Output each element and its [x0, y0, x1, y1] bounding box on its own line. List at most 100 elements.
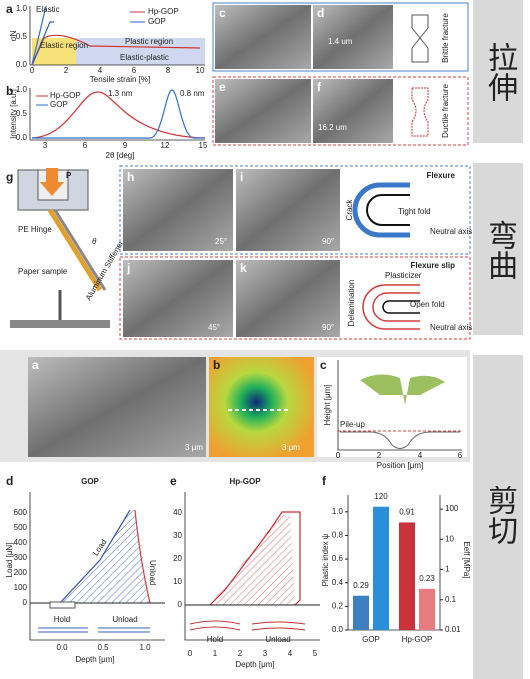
angle-label: 90°: [322, 237, 334, 246]
y-tick-label: 0.0: [332, 625, 344, 634]
annotation: Unload: [265, 635, 290, 644]
panel-label: b: [213, 358, 220, 372]
data-label: 0.91: [399, 508, 415, 517]
x-tick-label: Hp-GOP: [402, 635, 433, 644]
panel-b-xrd: b Hp-GOP GOP 1.3 nm 0.8 nm Intensity [a.…: [6, 84, 208, 160]
x-tick-label: GOP: [362, 635, 380, 644]
y-tick-label: 30: [173, 531, 182, 540]
y-tick-label: 0.5: [16, 32, 28, 41]
y-axis-label: σN: [9, 30, 18, 41]
x-axis-label: 2θ [deg]: [106, 151, 135, 160]
panel-a-tensile: a Elastic Hp-GOP GOP Elastic region Plas…: [6, 2, 205, 84]
y2-tick-label: 1: [445, 565, 450, 574]
y-tick-label: 600: [14, 508, 28, 517]
data-label: 120: [374, 492, 388, 501]
peak-label: 1.3 nm: [108, 89, 133, 98]
panel-label: d: [317, 6, 324, 20]
x-tick-label: 10: [196, 66, 205, 75]
y-tick-label: 0.5: [16, 109, 28, 118]
diagram-label: Tight fold: [398, 207, 431, 216]
diagram-title: Flexure slip: [411, 261, 456, 270]
x-tick-label: 3: [43, 141, 48, 150]
x-tick-label: 4: [98, 66, 103, 75]
y2-axis-label: Eeff [MPa]: [462, 541, 471, 578]
panel-label: k: [240, 261, 247, 275]
y-tick-label: 0.0: [16, 60, 28, 69]
panel-label: c: [320, 358, 327, 372]
panel-f-plastic-index: f Plastic index ψ Eeff [MPa] 0.0 0.2 0.4 0.…: [321, 474, 471, 644]
load-label: P: [66, 171, 72, 180]
diagram-title: Flexure: [427, 171, 456, 180]
panel-label: b: [6, 84, 13, 98]
y-axis-label: Plastic index ψ: [321, 533, 330, 586]
tensile-images: c d 1.4 um Brittle fracture e f 16.2 um …: [212, 2, 469, 146]
x-tick-label: 0.0: [56, 643, 68, 652]
scale-label: 3 μm: [282, 443, 300, 452]
y-tick-label: 1.0: [16, 85, 28, 94]
panel-label: a: [32, 358, 39, 372]
x-tick-label: 6: [132, 66, 137, 75]
scale-label: 1.4 um: [328, 37, 353, 46]
annotation: Hold: [207, 635, 223, 644]
setup-label: θ: [92, 237, 97, 246]
legend-entry: Hp-GOP: [50, 91, 81, 100]
scale-label: 3 μm: [185, 443, 203, 452]
x-tick-label: 4: [288, 649, 293, 658]
panel-label: e: [219, 80, 226, 94]
annotation: Hold: [54, 615, 70, 624]
y-tick-label: 200: [14, 568, 28, 577]
y-axis-label: Height [μm]: [323, 384, 332, 425]
y-tick-label: 40: [173, 508, 182, 517]
legend-entry: GOP: [148, 17, 166, 26]
x-tick-label: 12: [161, 141, 170, 150]
y-tick-label: 0.4: [332, 578, 344, 587]
panel-label: a: [6, 2, 13, 16]
panel-label: f: [322, 474, 327, 488]
y-tick-label: 100: [14, 583, 28, 592]
y-axis-label: Load [μN]: [5, 543, 14, 578]
panel-label: f: [317, 80, 322, 94]
fracture-label: Ductile fracture: [441, 84, 450, 138]
y2-tick-label: 0.1: [445, 595, 457, 604]
panel-title: Hp-GOP: [229, 477, 261, 486]
y-tick-label: 1.0: [16, 4, 28, 13]
setup-label: Paper sample: [18, 267, 68, 276]
region-label: Elastic region: [40, 41, 88, 50]
y-tick-label: 0.8: [332, 531, 344, 540]
x-tick-label: 6: [458, 451, 463, 460]
bar: [399, 522, 415, 630]
y-tick-label: 0: [23, 598, 28, 607]
side-bars: 拉伸 弯曲 剪切: [473, 0, 523, 679]
angle-label: 45°: [208, 323, 220, 332]
x-tick-label: 2: [377, 451, 382, 460]
diagram-label: Open fold: [410, 300, 445, 309]
diagram-label: Crack: [345, 199, 354, 221]
diagram-label: Neutral axis: [430, 323, 472, 332]
y-tick-label: 0.6: [332, 554, 344, 563]
angle-label: 25°: [215, 237, 227, 246]
diagram-label: Neutral axis: [430, 227, 472, 236]
scale-label: 16.2 um: [318, 123, 347, 132]
fracture-label: Brittle fracture: [441, 13, 450, 63]
y-tick-label: 0.0: [16, 133, 28, 142]
side-label: 拉伸: [483, 42, 518, 102]
shear-images: a 3 μm b 3 μm c Pile-up Height [μm] Posi…: [0, 350, 470, 470]
panel-label: c: [219, 6, 226, 20]
data-label: 0.29: [353, 581, 369, 590]
bar: [373, 506, 389, 630]
panel-title: GOP: [81, 477, 99, 486]
side-label: 剪切: [483, 485, 518, 545]
annotation: Unload: [112, 615, 137, 624]
x-tick-label: 2: [64, 66, 69, 75]
y-axis-label: Intensity [a.u.]: [9, 89, 18, 139]
diagram-label: Plasticizer: [385, 271, 422, 280]
x-tick-label: 5: [313, 649, 318, 658]
annotation: Pile-up: [340, 420, 365, 429]
y-tick-label: 400: [14, 538, 28, 547]
y-tick-label: 1.0: [332, 507, 344, 516]
x-tick-label: 9: [123, 141, 128, 150]
panel-label: j: [126, 261, 130, 275]
bending-images: h i j k 25° 90° 45° 90° Flexure Crack Ti…: [119, 165, 472, 340]
x-tick-label: 0: [30, 66, 35, 75]
